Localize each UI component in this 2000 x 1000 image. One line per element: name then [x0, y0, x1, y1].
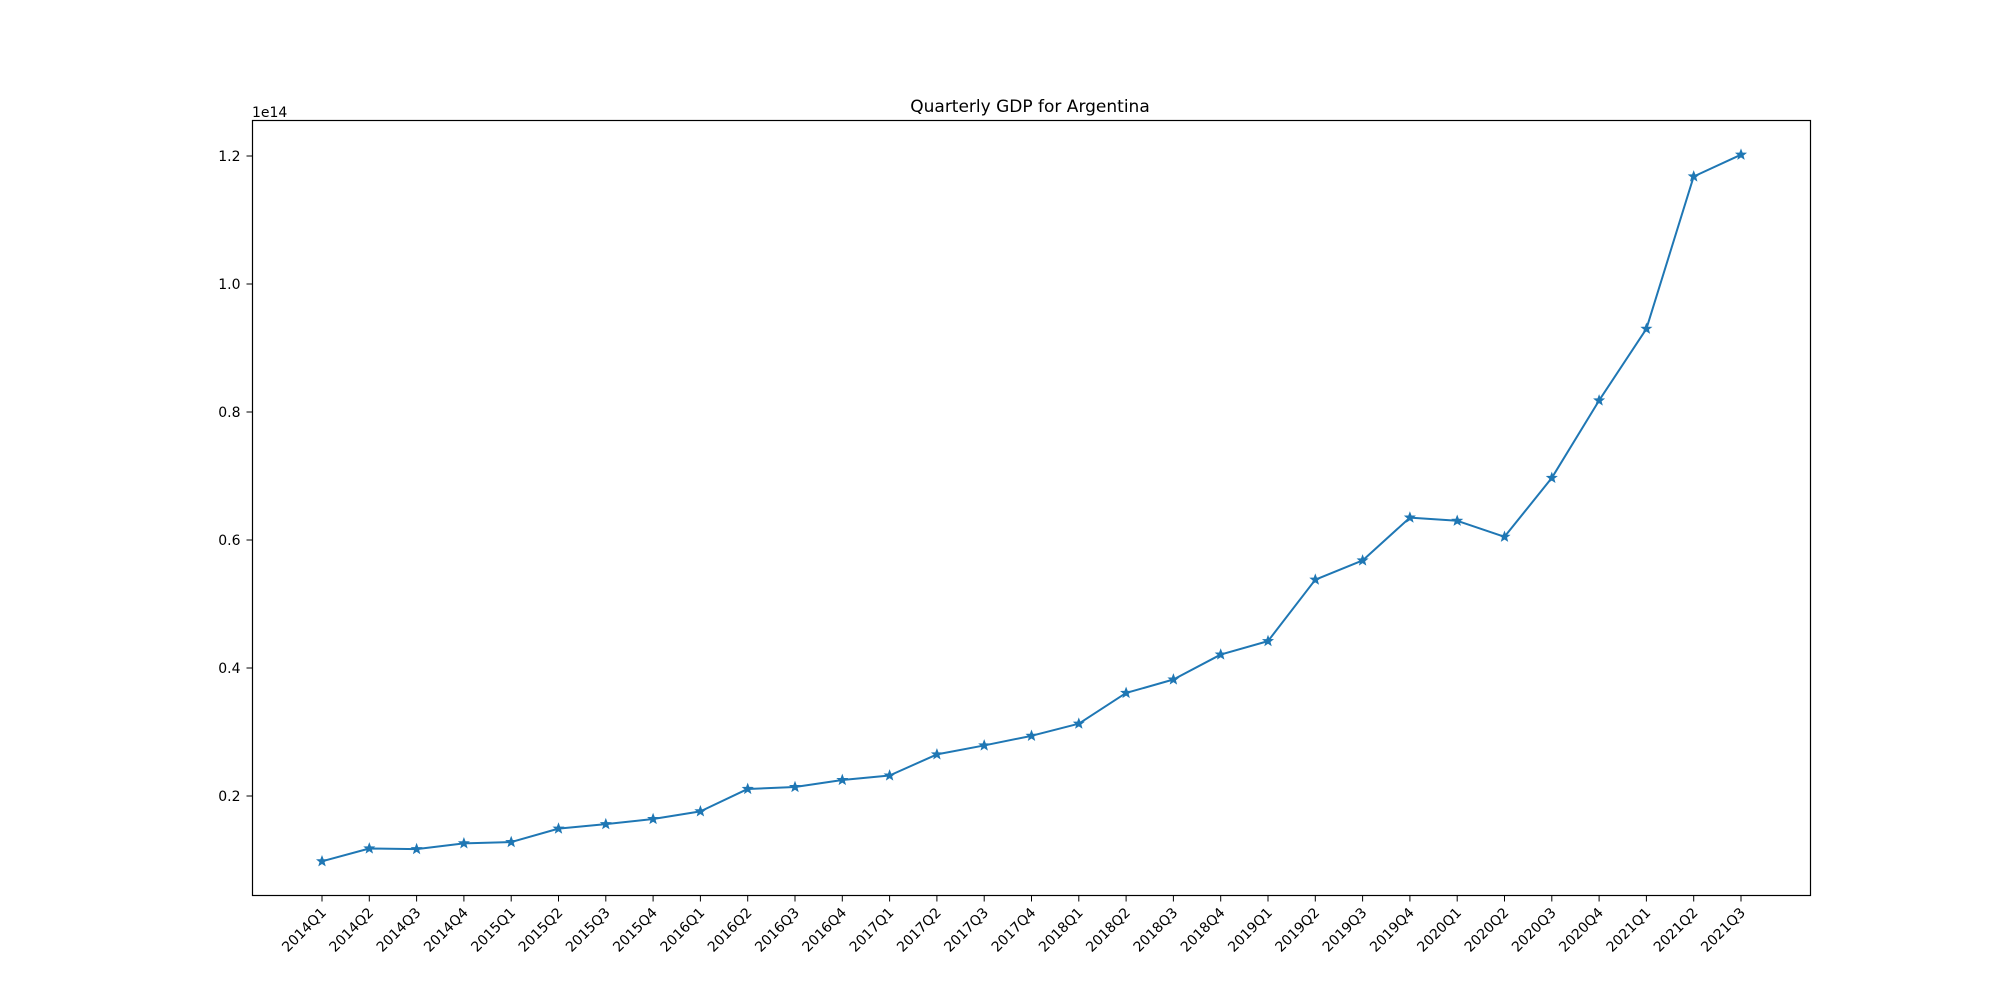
data-point-marker [1025, 729, 1038, 741]
data-point-marker [1072, 717, 1085, 729]
y-tick-label: 1.2 [218, 149, 240, 165]
data-point-marker [599, 817, 612, 830]
y-tick-label: 1.0 [218, 277, 240, 293]
data-point-marker [1734, 148, 1748, 160]
plot-frame [251, 119, 1812, 897]
data-point-marker [315, 854, 329, 867]
data-point-marker [883, 769, 896, 781]
data-point-marker [1309, 573, 1322, 585]
data-point-marker [1451, 514, 1464, 526]
data-point-marker [1214, 648, 1227, 660]
data-point-marker [978, 739, 991, 751]
y-tick-label: 0.2 [218, 789, 240, 805]
data-point-marker [505, 835, 518, 848]
data-point-marker [647, 812, 660, 825]
series-layer [315, 148, 1748, 867]
data-point-marker [1167, 673, 1180, 685]
y-tick-label: 0.8 [218, 405, 240, 421]
data-point-marker [1640, 322, 1653, 334]
y-offset-label: 1e14 [252, 105, 287, 121]
data-point-marker [741, 782, 754, 795]
data-point-marker [1120, 686, 1133, 699]
data-point-marker [1498, 530, 1511, 542]
y-tick-label: 0.6 [218, 533, 240, 549]
data-point-marker [1261, 634, 1275, 647]
data-point-marker [363, 842, 376, 854]
data-point-marker [552, 822, 565, 834]
data-point-marker [930, 748, 943, 760]
data-point-marker [1356, 554, 1369, 566]
data-point-marker [410, 842, 423, 855]
data-point-marker [836, 773, 849, 786]
data-point-marker [694, 805, 707, 817]
data-point-marker [457, 837, 470, 849]
data-point-marker [1403, 511, 1416, 523]
data-point-marker [1545, 471, 1558, 484]
y-tick-label: 0.4 [218, 661, 240, 677]
data-point-marker [788, 780, 802, 793]
data-point-marker [1687, 170, 1700, 182]
chart-title: Quarterly GDP for Argentina [910, 97, 1150, 117]
data-point-marker [1593, 394, 1606, 406]
y-axis: 0.2 0.4 0.6 0.8 1.0 1.2 [218, 149, 253, 805]
